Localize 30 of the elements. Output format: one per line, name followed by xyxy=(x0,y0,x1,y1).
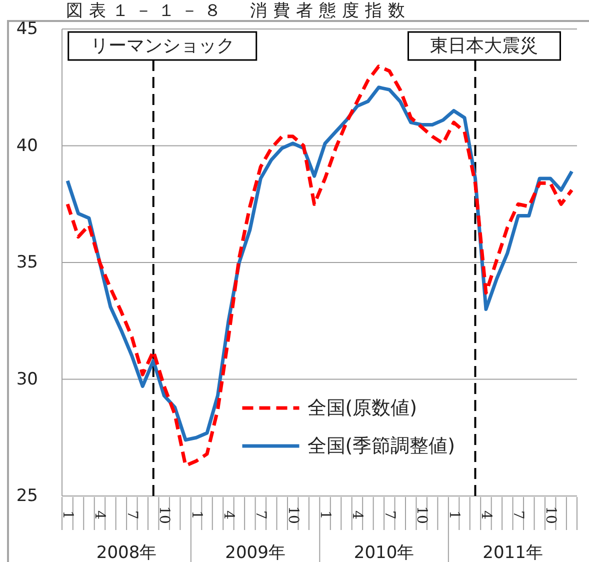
y-tick-label: 25 xyxy=(16,486,38,506)
x-tick-label: 1 xyxy=(60,510,76,520)
legend-label: 全国(季節調整値) xyxy=(307,435,456,457)
text: 2008年 xyxy=(96,543,157,562)
x-tick-label: 10 xyxy=(542,506,558,524)
x-tick-label: 1 xyxy=(188,510,204,520)
legend-label: 全国(原数値) xyxy=(307,397,418,419)
y-tick-label: 30 xyxy=(16,369,38,390)
x-tick-label: 4 xyxy=(349,510,366,520)
text: 2009年 xyxy=(225,543,286,562)
x-tick-label: 10 xyxy=(156,506,172,524)
x-tick-label: 4 xyxy=(92,510,108,520)
x-tick-label: 7 xyxy=(381,510,398,520)
x-tick-label: 10 xyxy=(414,506,430,524)
x-tick-label: 4 xyxy=(478,510,494,520)
x-tick-label: 10 xyxy=(284,506,301,524)
chart-title: 図表１－１－８ 消費者態度指数 xyxy=(66,1,411,21)
x-tick-label: 1 xyxy=(317,510,334,520)
x-tick-label: 4 xyxy=(220,510,236,520)
text: 2010年 xyxy=(354,543,414,562)
x-tick-label: 7 xyxy=(510,510,526,520)
ref-line-label: リーマンショック xyxy=(90,36,234,56)
ref-line-label: 東日本大震災 xyxy=(430,36,538,56)
y-tick-label: 40 xyxy=(16,136,38,156)
y-tick-label: 35 xyxy=(16,252,38,272)
x-tick-label: 7 xyxy=(252,510,269,520)
x-tick-label: 7 xyxy=(124,510,140,520)
text: 2011年 xyxy=(482,543,543,562)
y-tick-label: 45 xyxy=(16,19,38,39)
x-tick-label: 1 xyxy=(446,510,462,520)
